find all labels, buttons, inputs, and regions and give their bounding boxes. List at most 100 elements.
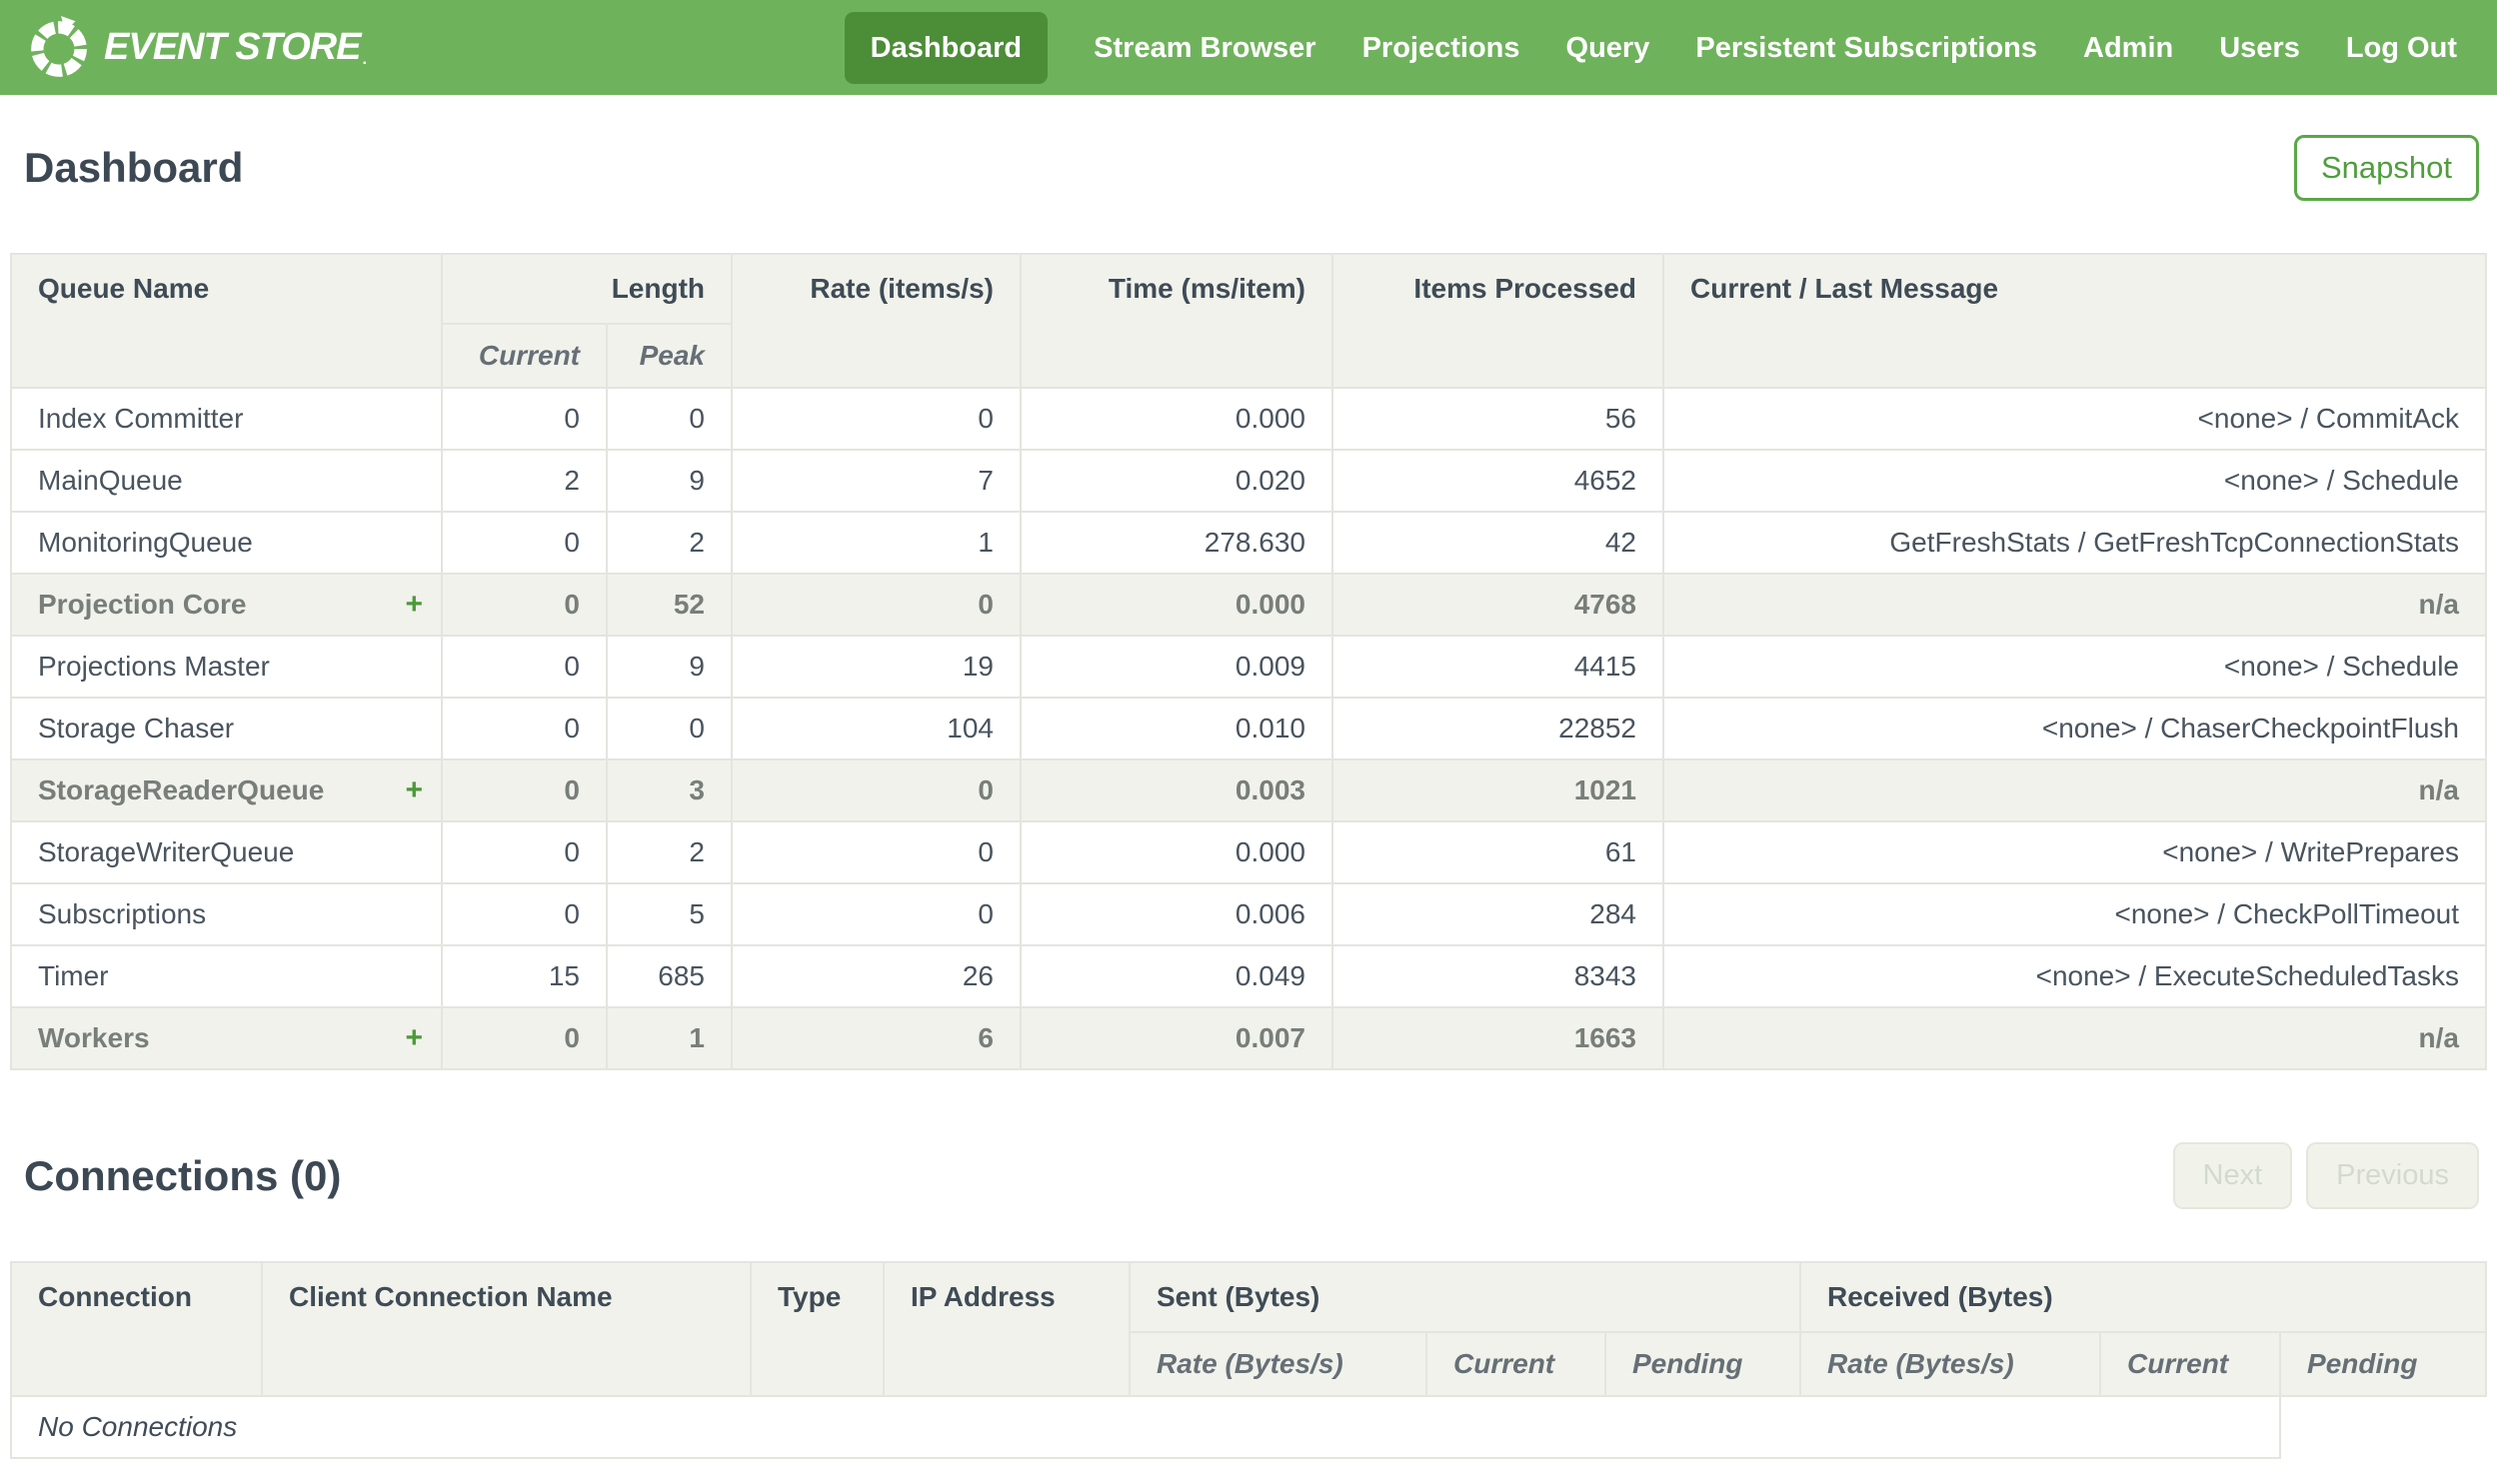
col-header-received-pending: Pending [2279,1331,2488,1397]
queue-items-processed: 4415 [1331,635,1664,699]
queue-name: StorageReaderQueue [38,774,325,805]
col-header-client-connection-name: Client Connection Name [261,1261,752,1397]
queue-time: 0.006 [1020,882,1333,946]
col-header-sent-bytes: Sent (Bytes) [1128,1261,1802,1333]
queue-items-processed: 4768 [1331,573,1664,637]
page-title: Dashboard [24,144,244,191]
queue-length-peak: 1 [606,1006,733,1070]
queue-name: Projection Core [38,589,247,620]
queue-row-workers: Workers +0 1 6 0.007 1663 n/a [10,1006,2487,1070]
top-nav: EVENT STORE . Dashboard Stream Browser Pro… [0,0,2497,95]
queue-row-monitoringqueue: MonitoringQueue 0 2 1 278.630 42 GetFreshStats… [10,511,2487,575]
col-header-type: Type [750,1261,885,1397]
eventstore-ring-icon [31,15,87,77]
nav-item-admin[interactable]: Admin [2083,31,2174,64]
queue-name: Subscriptions [38,898,207,929]
queue-rate: 0 [731,758,1022,822]
col-header-received-current: Current [2099,1331,2282,1397]
main-nav: Dashboard Stream Browser Projections Query P… [844,11,2457,84]
expand-plus-icon[interactable]: + [405,588,423,621]
queue-message: GetFreshStats / GetFreshTcpConnectionSta… [1662,511,2487,575]
col-header-items-processed: Items Processed [1331,253,1664,389]
queue-time: 0.003 [1020,758,1333,822]
col-header-ip-address: IP Address [883,1261,1131,1397]
queue-length-peak: 2 [606,820,733,884]
col-header-received-rate: Rate (Bytes/s) [1799,1331,2102,1397]
queue-length-current: 0 [441,758,608,822]
queue-name: Timer [38,960,109,991]
queue-length-current: 15 [441,944,608,1008]
col-header-length-current: Current [441,323,608,389]
nav-item-query[interactable]: Query [1565,31,1650,64]
queue-message: n/a [1662,758,2487,822]
nav-item-persistent-subscriptions[interactable]: Persistent Subscriptions [1695,31,2038,64]
empty-cell [2279,1395,2487,1458]
queue-length-peak: 52 [606,573,733,637]
queues-table: Queue Name Length Rate (items/s) Time (m… [10,253,2487,1070]
nav-item-log-out[interactable]: Log Out [2345,31,2457,64]
col-header-connection: Connection [10,1261,263,1397]
queue-length-current: 0 [441,573,608,637]
queue-length-current: 0 [441,882,608,946]
nav-item-dashboard[interactable]: Dashboard [844,11,1049,84]
queue-rate: 104 [731,697,1022,760]
queue-length-current: 2 [441,449,608,513]
connections-pager: Next Previous [2172,1142,2479,1209]
queue-items-processed: 22852 [1331,697,1664,760]
queue-items-processed: 1021 [1331,758,1664,822]
queue-time: 0.049 [1020,944,1333,1008]
queue-row-index-committer: Index Committer 0 0 0 0.000 56 <none> / Commit… [10,387,2487,451]
queue-time: 278.630 [1020,511,1333,575]
queue-items-processed: 4652 [1331,449,1664,513]
nav-item-projections[interactable]: Projections [1361,31,1520,64]
queue-time: 0.020 [1020,449,1333,513]
col-header-length: Length [441,253,733,325]
queue-items-processed: 42 [1331,511,1664,575]
logo-trademark: . [362,50,367,68]
col-header-rate: Rate (items/s) [731,253,1022,389]
queue-length-peak: 5 [606,882,733,946]
queue-row-projection-core: Projection Core +0 52 0 0.000 4768 n/a [10,573,2487,637]
queue-name: Storage Chaser [38,713,235,743]
queue-length-current: 0 [441,511,608,575]
queue-rate: 7 [731,449,1022,513]
queue-time: 0.007 [1020,1006,1333,1070]
queue-name: MainQueue [38,465,183,496]
col-header-sent-pending: Pending [1603,1331,1802,1397]
queue-name: Workers [38,1022,150,1053]
queue-message: <none> / WritePrepares [1662,820,2487,884]
queue-row-subscriptions: Subscriptions 0 5 0 0.006 284 <none> / CheckPo… [10,882,2487,946]
eventstore-logo: EVENT STORE . [26,15,367,81]
queue-name: MonitoringQueue [38,527,253,558]
col-header-queue-name: Queue Name [10,253,443,389]
queue-length-peak: 0 [606,387,733,451]
queue-row-storage-chaser: Storage Chaser 0 0 104 0.010 22852 <none> / Ch… [10,697,2487,760]
previous-button[interactable]: Previous [2306,1142,2479,1209]
snapshot-button[interactable]: Snapshot [2294,135,2479,201]
queue-length-peak: 0 [606,697,733,760]
queue-rate: 19 [731,635,1022,699]
queue-length-current: 0 [441,635,608,699]
queue-items-processed: 1663 [1331,1006,1664,1070]
queue-items-processed: 284 [1331,882,1664,946]
queue-row-storagereaderqueue: StorageReaderQueue +0 3 0 0.003 1021 n/a [10,758,2487,822]
expand-plus-icon[interactable]: + [405,773,423,806]
queue-length-peak: 9 [606,449,733,513]
connections-table: Connection Client Connection Name Type I… [9,1261,2488,1459]
connections-header: Connections (0) Next Previous [24,1142,2479,1209]
queue-time: 0.000 [1020,820,1333,884]
queue-message: <none> / Schedule [1662,635,2487,699]
col-header-sent-current: Current [1425,1331,1606,1397]
col-header-received-bytes: Received (Bytes) [1799,1261,2488,1333]
queue-items-processed: 56 [1331,387,1664,451]
next-button[interactable]: Next [2172,1142,2293,1209]
expand-plus-icon[interactable]: + [405,1021,423,1054]
queue-rate: 0 [731,882,1022,946]
nav-item-stream-browser[interactable]: Stream Browser [1094,31,1316,64]
queue-message: n/a [1662,1006,2487,1070]
nav-item-users[interactable]: Users [2219,31,2300,64]
queue-length-current: 0 [441,820,608,884]
queue-message: <none> / ChaserCheckpointFlush [1662,697,2487,760]
queue-rate: 1 [731,511,1022,575]
queue-time: 0.000 [1020,573,1333,637]
